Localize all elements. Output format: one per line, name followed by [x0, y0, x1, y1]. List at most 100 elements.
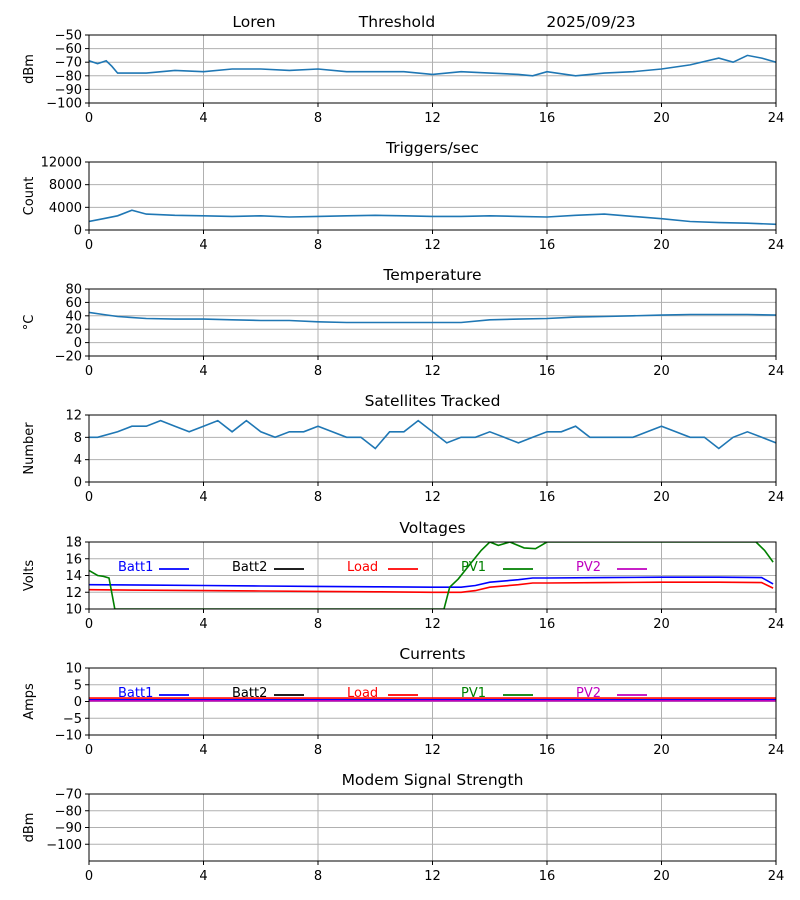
modem-xtick-label-6: 24	[768, 869, 785, 884]
signal-xtick-label-3: 12	[424, 111, 441, 126]
triggers-ytick-label-0: 0	[74, 224, 82, 239]
satellites-xtick-label-4: 16	[539, 490, 556, 505]
voltages-xtick-label-1: 4	[199, 617, 207, 632]
triggers-series-triggers	[89, 209, 776, 226]
currents-title: Currents	[399, 645, 465, 663]
temperature-ytick-label-3: 40	[65, 309, 82, 324]
currents-ytick-label-1: −5	[63, 712, 82, 727]
signal-xtick-label-0: 0	[85, 111, 93, 126]
signal-ylabel: dBm	[22, 54, 37, 84]
voltages-ytick-label-0: 10	[65, 603, 82, 618]
satellites-xtick-label-1: 4	[199, 490, 207, 505]
voltages-xtick-label-6: 24	[768, 617, 785, 632]
signal-xtick-label-1: 4	[199, 111, 207, 126]
signal-xtick-label-6: 24	[768, 111, 785, 126]
modem-ytick-label-3: −70	[55, 788, 82, 803]
signal-ytick-label-4: −60	[55, 42, 82, 57]
panel-currents: 0 4 8 12 16 20 24 −10 −5 0 510 Amps Currents Batt1 Bat…	[22, 645, 784, 758]
voltages-series-pv1	[89, 542, 774, 609]
temperature-xtick-label-2: 8	[314, 364, 322, 379]
triggers-ytick-label-2: 8000	[49, 178, 82, 193]
modem-xtick-label-1: 4	[199, 869, 207, 884]
satellites-series-satellites	[89, 419, 776, 450]
currents-ylabel: Amps	[22, 683, 37, 720]
currents-ytick-label-3: 5	[74, 678, 82, 693]
voltages-title: Voltages	[399, 519, 465, 537]
voltages-legend-label-batt1: Batt1	[118, 560, 153, 575]
currents-xtick-label-4: 16	[539, 743, 556, 758]
signal-ytick-label-2: −80	[55, 69, 82, 84]
temperature-ytick-label-4: 60	[65, 296, 82, 311]
temperature-ytick-label-2: 20	[65, 323, 82, 338]
modem-xtick-label-3: 12	[424, 869, 441, 884]
voltages-legend-label-load: Load	[347, 560, 378, 575]
temperature-title: Temperature	[382, 266, 481, 284]
signal-ytick-label-1: −90	[55, 83, 82, 98]
temperature-series-temperature	[89, 311, 776, 324]
currents-xtick-label-0: 0	[85, 743, 93, 758]
currents-ytick-label-4: 10	[65, 662, 82, 677]
modem-xtick-label-5: 20	[653, 869, 670, 884]
triggers-title: Triggers/sec	[385, 139, 479, 157]
panel-signal: 0 4 8 12 16 20 24 −100−90−80−70−60−50 dBm	[22, 29, 784, 127]
satellites-title: Satellites Tracked	[365, 392, 501, 410]
modem-ylabel: dBm	[22, 813, 37, 843]
temperature-ytick-label-1: 0	[74, 336, 82, 351]
satellites-ylabel: Number	[22, 422, 37, 475]
currents-xtick-label-5: 20	[653, 743, 670, 758]
triggers-xtick-label-3: 12	[424, 238, 441, 253]
triggers-xtick-label-1: 4	[199, 238, 207, 253]
temperature-xtick-label-4: 16	[539, 364, 556, 379]
temperature-ylabel: °C	[22, 315, 37, 331]
voltages-xtick-label-5: 20	[653, 617, 670, 632]
header-date: 2025/09/23	[546, 13, 635, 31]
satellites-xtick-label-0: 0	[85, 490, 93, 505]
currents-ytick-label-2: 0	[74, 695, 82, 710]
voltages-xtick-label-4: 16	[539, 617, 556, 632]
header-mode: Threshold	[358, 13, 435, 31]
currents-xtick-label-3: 12	[424, 743, 441, 758]
temperature-xtick-label-3: 12	[424, 364, 441, 379]
temperature-xtick-label-6: 24	[768, 364, 785, 379]
satellites-ytick-label-3: 12	[65, 409, 82, 424]
signal-xtick-label-2: 8	[314, 111, 322, 126]
modem-title: Modem Signal Strength	[342, 771, 524, 789]
temperature-ytick-label-0: −20	[55, 350, 82, 365]
currents-xtick-label-1: 4	[199, 743, 207, 758]
voltages-series-load	[89, 581, 774, 594]
temperature-xtick-label-5: 20	[653, 364, 670, 379]
signal-series-signal	[89, 54, 776, 77]
satellites-xtick-label-6: 24	[768, 490, 785, 505]
triggers-xtick-label-4: 16	[539, 238, 556, 253]
signal-xtick-label-5: 20	[653, 111, 670, 126]
voltages-ytick-label-4: 18	[65, 536, 82, 551]
triggers-ytick-label-3: 12000	[41, 156, 82, 171]
satellites-ytick-label-2: 8	[74, 431, 82, 446]
panel-modem: 0 4 8 12 16 20 24 −100 −90 −80−70 dBm Modem Signal …	[22, 771, 784, 884]
modem-ytick-label-2: −80	[55, 804, 82, 819]
voltages-series-batt1	[89, 576, 774, 588]
voltages-legend-label-pv2: PV2	[576, 560, 601, 575]
currents-legend-label-pv2: PV2	[576, 686, 601, 701]
satellites-ytick-label-0: 0	[74, 476, 82, 491]
currents-ytick-label-0: −10	[55, 729, 82, 744]
currents-xtick-label-2: 8	[314, 743, 322, 758]
voltages-xtick-label-2: 8	[314, 617, 322, 632]
panel-satellites: 0 4 8 12 16 20 24 0 4 8 12 Number Satellites Tracked	[22, 392, 784, 505]
triggers-xtick-label-0: 0	[85, 238, 93, 253]
triggers-xtick-label-2: 8	[314, 238, 322, 253]
triggers-xtick-label-6: 24	[768, 238, 785, 253]
triggers-xtick-label-5: 20	[653, 238, 670, 253]
modem-ytick-label-1: −90	[55, 821, 82, 836]
currents-xtick-label-6: 24	[768, 743, 785, 758]
voltages-legend-label-batt2: Batt2	[232, 560, 267, 575]
triggers-ylabel: Count	[22, 177, 37, 216]
temperature-ytick-label-5: 80	[65, 283, 82, 298]
signal-ytick-label-3: −70	[55, 56, 82, 71]
header-station: Loren	[232, 13, 275, 31]
